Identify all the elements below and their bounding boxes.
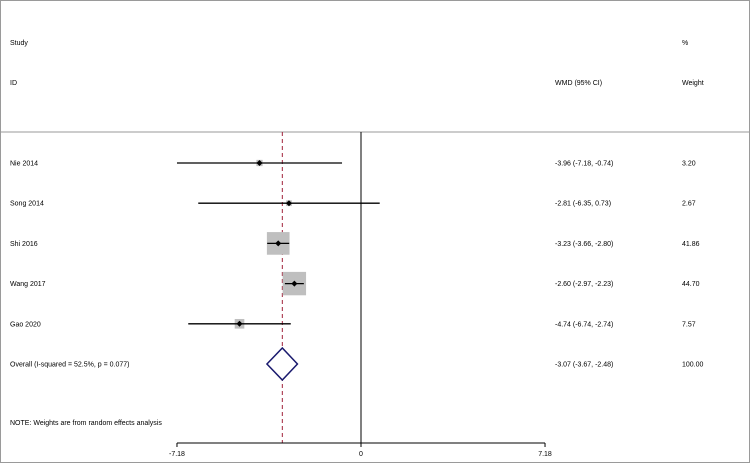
reference-lines	[281, 132, 362, 443]
column-headers: Study ID WMD (95% CI) % Weight	[10, 40, 704, 87]
study-row: Wang 2017 -2.60 (-2.97, -2.23) 44.70	[10, 271, 700, 296]
study-row: Nie 2014 -3.96 (-7.18, -0.74) 3.20	[10, 159, 696, 168]
study-ci-text: -2.60 (-2.97, -2.23)	[555, 281, 613, 288]
overall-diamond	[265, 346, 299, 382]
axis-tick-label: 0	[359, 451, 363, 458]
x-axis: -7.18 0 7.18	[169, 442, 552, 458]
header-weight: Weight	[682, 80, 704, 87]
study-label: Wang 2017	[10, 281, 46, 288]
overall-ci-text: -3.07 (-3.67, -2.48)	[555, 362, 613, 369]
study-row: Song 2014 -2.81 (-6.35, 0.73) 2.67	[10, 200, 696, 208]
study-weight-text: 2.67	[682, 201, 696, 208]
study-weight-text: 44.70	[682, 281, 700, 288]
axis-tick-label: 7.18	[538, 451, 552, 458]
study-weight-text: 41.86	[682, 241, 700, 248]
header-effect: WMD (95% CI)	[555, 80, 602, 87]
header-percent: %	[682, 40, 688, 47]
point-estimate	[256, 160, 263, 166]
study-weight-text: 3.20	[682, 161, 696, 168]
study-ci-text: -2.81 (-6.35, 0.73)	[555, 201, 611, 208]
footnote: NOTE: Weights are from random effects an…	[10, 420, 162, 427]
point-estimate	[275, 240, 282, 247]
header-study: Study	[10, 40, 28, 47]
study-ci-text: -4.74 (-6.74, -2.74)	[555, 321, 613, 328]
overall-row: Overall (I-squared = 52.5%, p = 0.077) -3…	[10, 346, 704, 382]
point-estimate	[236, 320, 243, 327]
overall-label: Overall (I-squared = 52.5%, p = 0.077)	[10, 362, 129, 369]
study-label: Gao 2020	[10, 321, 41, 328]
study-ci-text: -3.23 (-3.66, -2.80)	[555, 241, 613, 248]
study-rows: Nie 2014 -3.96 (-7.18, -0.74) 3.20 Song 201…	[10, 159, 700, 329]
study-row: Shi 2016 -3.23 (-3.66, -2.80) 41.86	[10, 232, 700, 255]
overall-weight-text: 100.00	[682, 362, 704, 369]
study-label: Shi 2016	[10, 241, 38, 248]
point-estimate	[285, 200, 292, 207]
study-label: Nie 2014	[10, 161, 38, 168]
point-estimate	[291, 280, 298, 287]
header-id: ID	[10, 80, 17, 87]
study-row: Gao 2020 -4.74 (-6.74, -2.74) 7.57	[10, 318, 696, 329]
study-ci-text: -3.96 (-7.18, -0.74)	[555, 161, 613, 168]
axis-tick-label: -7.18	[169, 451, 185, 458]
study-label: Song 2014	[10, 201, 44, 208]
study-weight-text: 7.57	[682, 321, 696, 328]
